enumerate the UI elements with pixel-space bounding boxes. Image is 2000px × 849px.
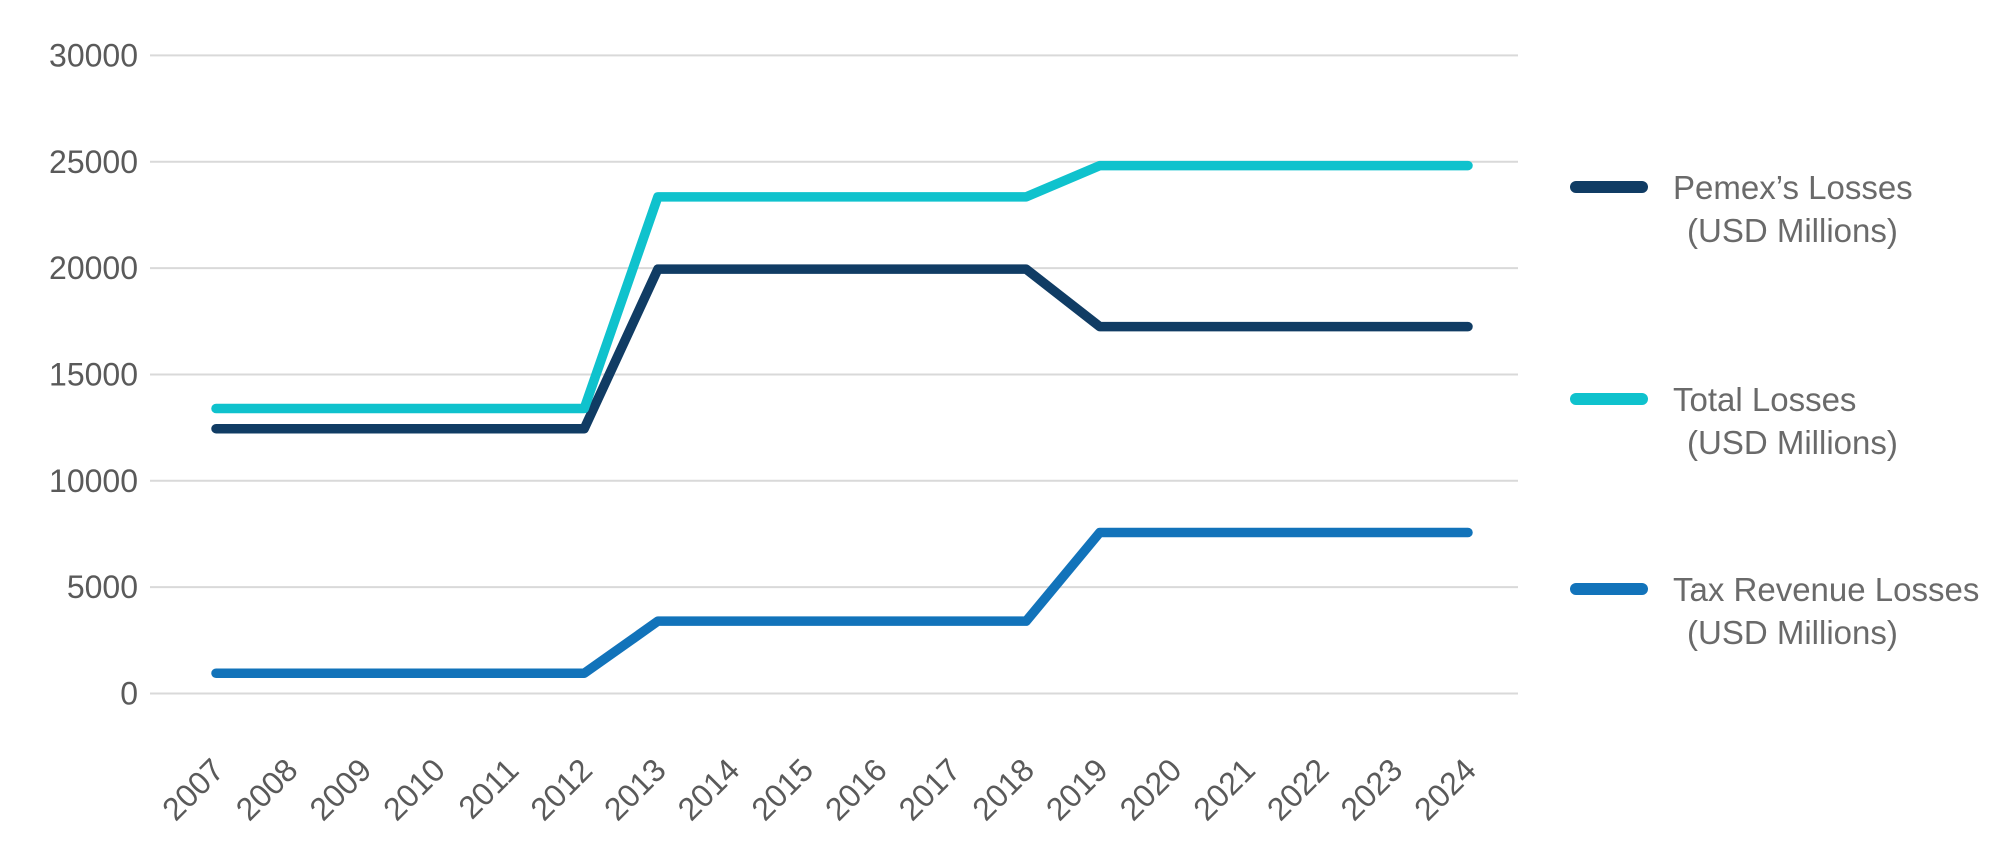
- y-tick-label: 30000: [49, 37, 138, 73]
- legend-label-pemex-losses: Pemex’s Losses (USD Millions): [1673, 166, 1913, 252]
- x-tick-label: 2024: [1407, 751, 1483, 827]
- x-tick-label: 2014: [671, 751, 747, 827]
- legend-swatch-total-losses: [1570, 393, 1648, 405]
- y-tick-label: 5000: [67, 569, 138, 605]
- y-tick-label: 15000: [49, 356, 138, 392]
- x-tick-label: 2013: [597, 751, 673, 827]
- y-tick-label: 10000: [49, 463, 138, 499]
- legend-item-tax-revenue-losses: Tax Revenue Losses (USD Millions): [1570, 568, 1979, 654]
- series-line-total-losses: [211, 160, 1473, 414]
- legend-item-total-losses: Total Losses (USD Millions): [1570, 378, 1898, 464]
- x-tick-label: 2015: [744, 751, 820, 827]
- x-tick-label: 2011: [451, 751, 525, 825]
- legend-label-tax-revenue-losses: Tax Revenue Losses (USD Millions): [1673, 568, 1979, 654]
- x-tick-label: 2018: [965, 751, 1041, 827]
- x-tick-label: 2009: [302, 751, 378, 827]
- legend-label-line2: (USD Millions): [1687, 212, 1898, 249]
- x-tick-label: 2007: [155, 751, 231, 827]
- series-line-tax-revenue-losses: [211, 527, 1473, 679]
- x-tick-label: 2017: [892, 751, 968, 827]
- legend-item-pemex-losses: Pemex’s Losses (USD Millions): [1570, 166, 1913, 252]
- y-tick-label: 20000: [49, 250, 138, 286]
- legend-label-line1: Tax Revenue Losses: [1673, 571, 1980, 608]
- legend-label-line1: Pemex’s Losses: [1673, 169, 1913, 206]
- x-tick-label: 2016: [818, 751, 894, 827]
- legend-swatch-pemex-losses: [1570, 181, 1648, 193]
- y-tick-label: 0: [120, 676, 138, 712]
- legend-label-line1: Total Losses: [1673, 381, 1857, 418]
- x-tick-label: 2021: [1186, 751, 1262, 827]
- x-tick-label: 2010: [376, 751, 452, 827]
- x-tick-label: 2020: [1113, 751, 1189, 827]
- x-tick-label: 2022: [1260, 751, 1336, 827]
- y-tick-label: 25000: [49, 144, 138, 180]
- legend-label-line2: (USD Millions): [1687, 614, 1898, 651]
- legend-label-line2: (USD Millions): [1687, 424, 1898, 461]
- legend-swatch-tax-revenue-losses: [1570, 583, 1648, 595]
- x-tick-label: 2012: [523, 751, 599, 827]
- x-tick-label: 2008: [229, 751, 305, 827]
- x-tick-label: 2023: [1334, 751, 1410, 827]
- series-line-pemex-losses: [211, 264, 1473, 434]
- legend: Pemex’s Losses (USD Millions) Total Loss…: [1560, 0, 2000, 849]
- x-tick-label: 2019: [1039, 751, 1115, 827]
- legend-label-total-losses: Total Losses (USD Millions): [1673, 378, 1898, 464]
